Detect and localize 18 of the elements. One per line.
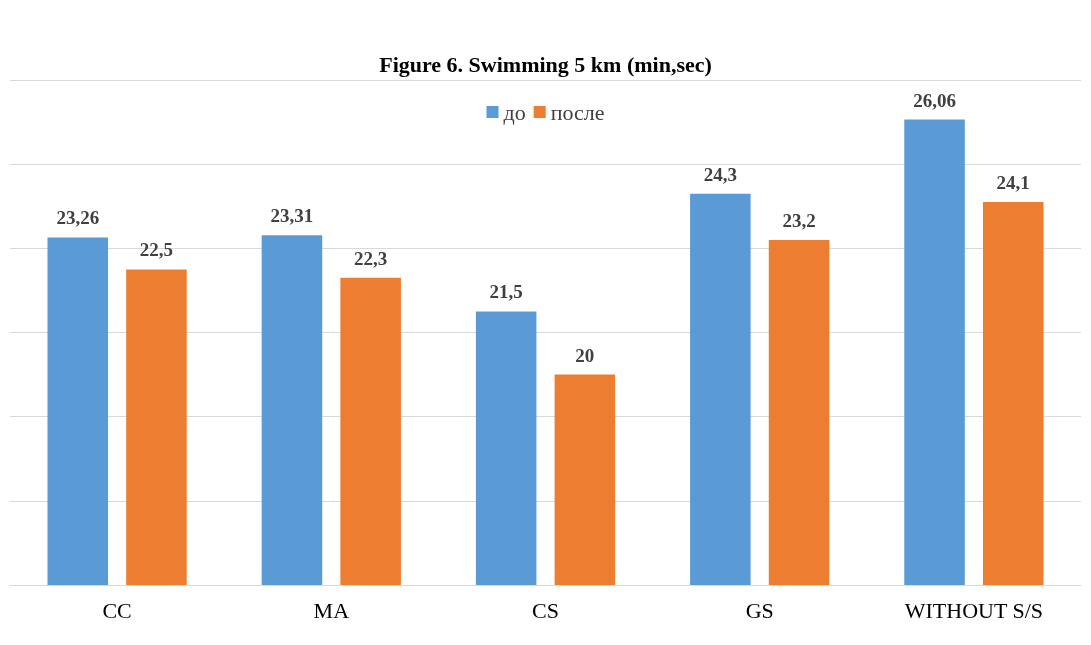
data-label: 21,5	[489, 281, 523, 303]
data-label: 23,31	[270, 205, 314, 227]
data-label: 20	[575, 344, 595, 366]
data-label: 26,06	[913, 89, 956, 111]
data-label: 24,3	[703, 163, 737, 185]
x-tick-label: GS	[745, 597, 774, 623]
x-tick-label: WITHOUT S/S	[904, 597, 1044, 623]
x-tick-label: CS	[532, 597, 559, 623]
data-label: 23,2	[782, 209, 816, 231]
data-label: 23,26	[56, 207, 100, 229]
x-tick-label: CC	[102, 597, 132, 623]
legend-label: после	[550, 99, 605, 125]
legend-label: до	[503, 99, 526, 125]
data-label: 22,5	[139, 239, 174, 261]
data-label: 24,1	[996, 172, 1030, 194]
chart-title: Figure 6. Swimming 5 km (min,sec)	[379, 51, 712, 77]
x-tick-label: MA	[313, 597, 350, 623]
data-label: 22,3	[354, 247, 388, 269]
